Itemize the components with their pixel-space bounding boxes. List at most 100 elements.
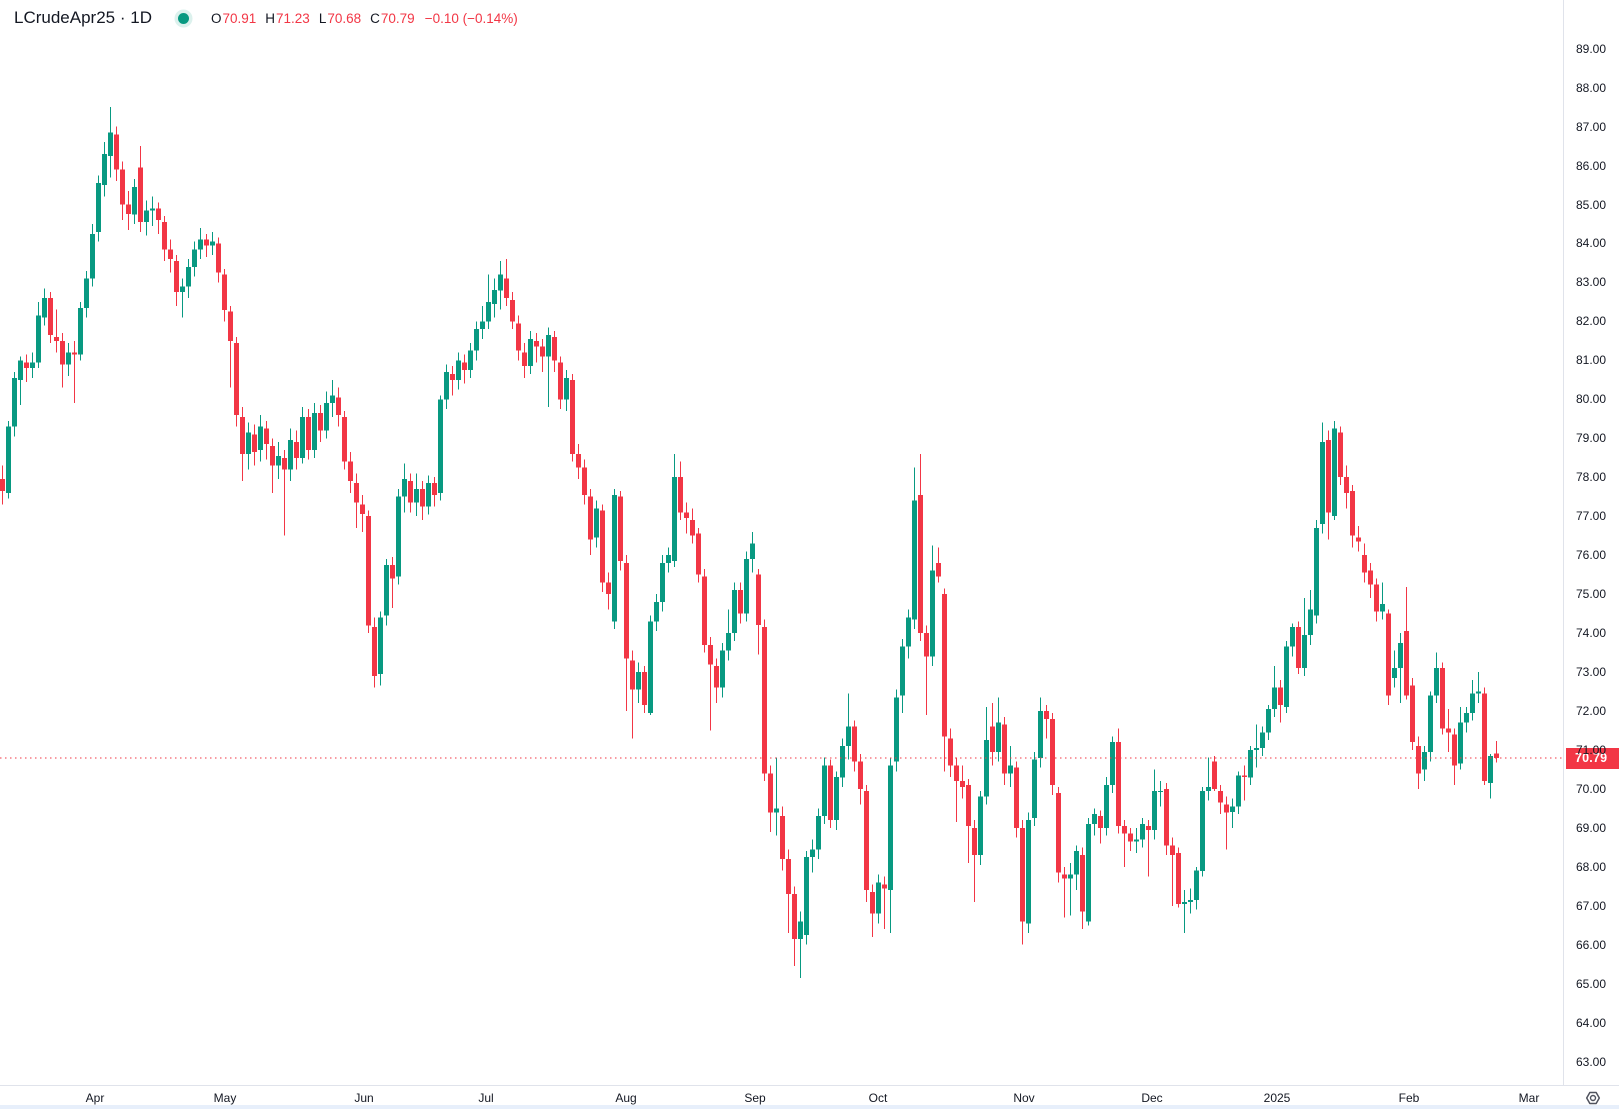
candle — [1392, 650, 1397, 688]
candle — [1386, 609, 1391, 706]
candle — [750, 531, 755, 573]
candle — [108, 107, 113, 178]
candle — [762, 619, 767, 782]
candle — [1410, 677, 1415, 750]
candle — [1254, 724, 1259, 768]
candle — [1056, 787, 1061, 883]
candle — [366, 510, 371, 634]
price-axis[interactable]: 70.79 89.00 88.00 87.00 86.00 85.00 84.00 83.0… — [1563, 0, 1619, 1085]
candle — [1248, 746, 1253, 785]
candle — [324, 391, 329, 439]
candle — [1104, 777, 1109, 836]
candle — [822, 757, 827, 824]
price-tick-label: 64.00 — [1575, 1015, 1606, 1030]
candle — [1176, 847, 1181, 908]
candle — [276, 442, 281, 480]
candle — [1050, 712, 1055, 795]
candle — [732, 582, 737, 641]
candle — [156, 202, 161, 234]
candle — [786, 849, 791, 934]
candle — [174, 255, 179, 306]
candle — [1362, 543, 1367, 583]
candle — [1068, 862, 1073, 916]
candle — [912, 467, 917, 630]
time-tick-label: Sep — [744, 1091, 766, 1105]
series-marker-dot-icon[interactable] — [177, 12, 189, 24]
candle — [1140, 818, 1145, 848]
candle — [984, 707, 989, 805]
candle — [1350, 485, 1355, 548]
candle — [882, 876, 887, 930]
candle — [690, 508, 695, 544]
candle — [864, 785, 869, 902]
candle — [1164, 783, 1169, 856]
candle — [264, 420, 269, 460]
candle — [294, 430, 299, 470]
candle — [1494, 741, 1499, 763]
candle — [390, 557, 395, 608]
candle — [582, 459, 587, 505]
time-tick-label: Jul — [478, 1091, 494, 1105]
candle — [1200, 787, 1205, 877]
candle — [600, 504, 605, 593]
candle — [96, 175, 101, 242]
candle — [378, 611, 383, 686]
candle — [426, 475, 431, 515]
candle — [516, 315, 521, 361]
candle — [228, 305, 233, 388]
candle — [528, 331, 533, 374]
candle — [1380, 582, 1385, 620]
time-tick-label: Mar — [1518, 1091, 1540, 1105]
candle — [540, 338, 545, 373]
price-tick-label: 71.00 — [1575, 742, 1606, 757]
candlestick-chart[interactable] — [0, 0, 1563, 1085]
price-tick-label: 86.00 — [1575, 158, 1606, 173]
candle — [804, 851, 809, 945]
candle — [474, 321, 479, 361]
candle — [852, 720, 857, 772]
candle — [1086, 818, 1091, 926]
candle — [1446, 709, 1451, 752]
change-readout: −0.10 (−0.14%) — [424, 10, 518, 26]
candle — [336, 387, 341, 427]
candle — [432, 477, 437, 507]
candle — [696, 527, 701, 583]
candle — [1074, 845, 1079, 891]
candle — [1062, 866, 1067, 918]
candle — [714, 658, 719, 704]
candle — [216, 237, 221, 283]
candle — [282, 450, 287, 536]
candle — [612, 488, 617, 630]
candle — [186, 259, 191, 298]
price-tick-label: 70.00 — [1575, 781, 1606, 796]
candle — [420, 481, 425, 521]
candle — [270, 438, 275, 493]
time-tick-label: Aug — [615, 1091, 637, 1105]
symbol-name: LCrudeApr25 — [14, 8, 116, 27]
candle — [330, 379, 335, 417]
time-tick-label: 2025 — [1263, 1091, 1291, 1105]
candle — [546, 327, 551, 408]
candle — [840, 738, 845, 787]
price-tick-label: 76.00 — [1575, 548, 1606, 563]
candle — [504, 259, 509, 306]
candle — [1266, 705, 1271, 741]
symbol-title[interactable]: LCrudeApr25 · 1D — [14, 8, 152, 28]
candle — [570, 374, 575, 462]
candle — [384, 559, 389, 626]
candle — [1338, 426, 1343, 485]
ohlc-low: L70.68 — [318, 10, 362, 26]
last-price-label: 70.79 — [1566, 747, 1619, 769]
candle — [768, 765, 773, 832]
axis-settings-button[interactable] — [1584, 1089, 1602, 1107]
candle — [1002, 716, 1007, 785]
candle — [894, 689, 899, 772]
candle — [354, 473, 359, 528]
candle — [300, 407, 305, 464]
candle — [1356, 525, 1361, 552]
candle — [564, 370, 569, 411]
candle — [780, 806, 785, 871]
price-tick-label: 74.00 — [1575, 626, 1606, 641]
candle — [438, 395, 443, 501]
candle — [1194, 866, 1199, 910]
